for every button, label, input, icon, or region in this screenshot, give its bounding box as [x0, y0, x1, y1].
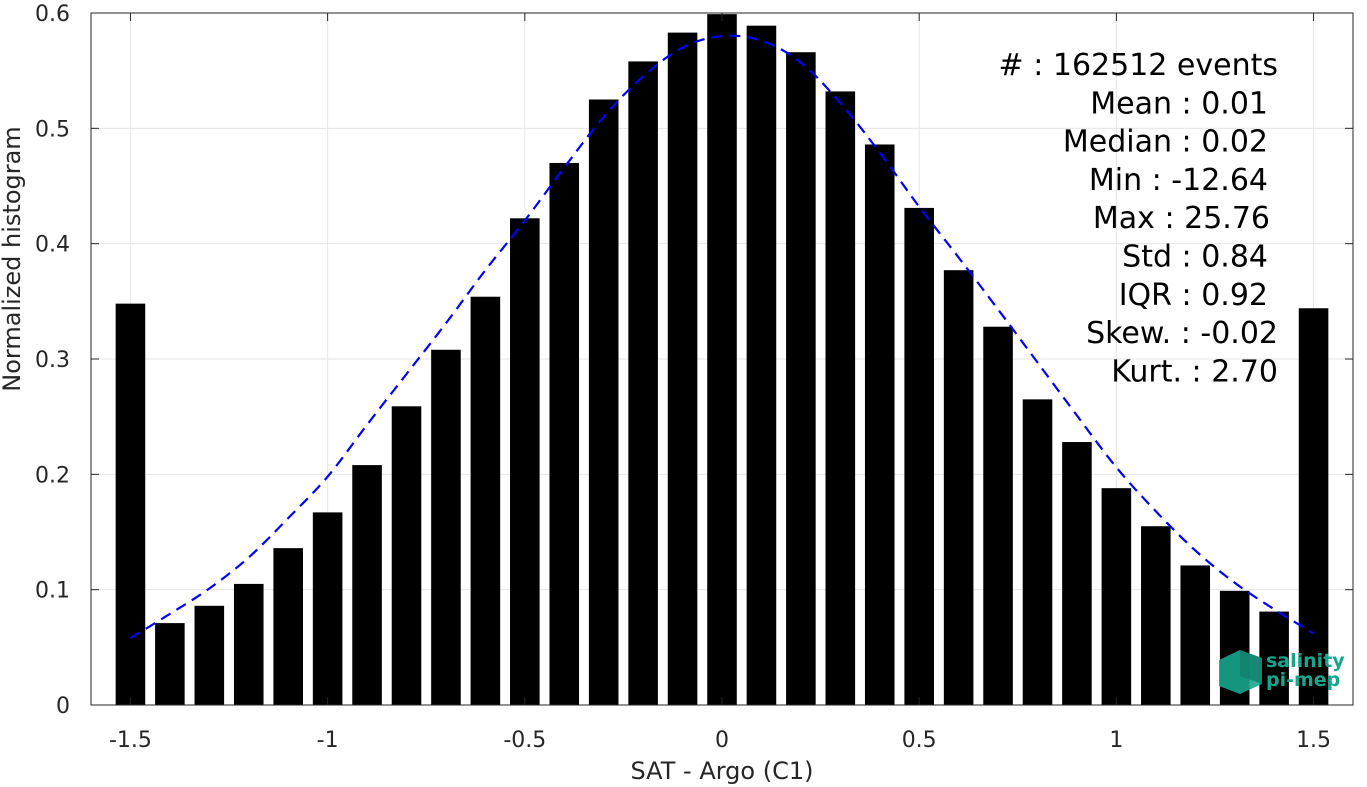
stat-label: Mean : [1090, 86, 1201, 121]
stat-line: Kurt. : 2.70 [1111, 354, 1278, 389]
histogram-bar [1298, 308, 1329, 705]
y-tick-label: 0.2 [35, 463, 70, 488]
y-tick-label: 0.6 [35, 2, 70, 27]
stat-value: 0.84 [1201, 240, 1268, 275]
stat-line: Median : 0.02 [1063, 125, 1268, 160]
logo-line2: pi-mep [1266, 669, 1340, 691]
stat-line: Skew. : -0.02 [1086, 316, 1278, 351]
stat-label: Median : [1063, 125, 1201, 160]
histogram-bar [194, 605, 225, 705]
stat-label: IQR : [1119, 278, 1202, 313]
histogram-bar [786, 52, 816, 706]
histogram-bar [1062, 442, 1092, 705]
stat-label: Skew. : [1086, 316, 1200, 351]
histogram-bar [1180, 565, 1211, 705]
stat-value: -12.64 [1171, 163, 1268, 198]
histogram-bars [115, 14, 1329, 706]
x-tick-label: 0.5 [902, 728, 937, 753]
stat-value: -0.02 [1200, 316, 1278, 351]
logo-cube-face-icon [1240, 650, 1262, 684]
stat-value: 162512 events [1053, 48, 1278, 83]
logo-line1: salinity [1266, 650, 1345, 672]
salinity-pi-mep-logo: salinity pi-mep [1219, 650, 1345, 694]
stat-line: Std : 0.84 [1122, 240, 1268, 275]
histogram-bar [1259, 611, 1289, 705]
histogram-bar [904, 207, 934, 705]
stat-value: 0.92 [1201, 278, 1268, 313]
histogram-bar [1022, 399, 1053, 705]
x-tick-label: -0.5 [503, 728, 546, 753]
stat-value: 2.70 [1211, 354, 1278, 389]
gaussian-fit-line [129, 34, 1315, 640]
stat-label: Max : [1093, 201, 1184, 236]
y-tick-label: 0.4 [35, 233, 70, 258]
histogram-bar [549, 162, 580, 705]
stat-label: Min : [1089, 163, 1171, 198]
histogram-bar [510, 218, 540, 705]
stat-line: Min : -12.64 [1089, 163, 1268, 198]
stat-line: IQR : 0.92 [1119, 278, 1268, 313]
histogram-bar [628, 61, 658, 705]
stat-value: 25.76 [1184, 201, 1270, 236]
y-axis-label: Normalized histogram [0, 126, 26, 391]
gaussian-fit [129, 34, 1315, 640]
x-tick-label: 1.5 [1296, 728, 1331, 753]
histogram-bar [864, 144, 895, 706]
x-tick-label: -1.5 [109, 728, 152, 753]
histogram-bar [391, 406, 422, 705]
histogram-bar [352, 465, 382, 705]
stat-label: Std : [1122, 240, 1201, 275]
histogram-bar [983, 326, 1013, 705]
x-tick-label: 1 [1109, 728, 1123, 753]
histogram-bar [588, 99, 619, 705]
histogram-bar [943, 270, 974, 705]
stat-line: Max : 25.76 [1093, 201, 1270, 236]
histogram-bar [707, 14, 737, 706]
histogram-bar [470, 296, 501, 705]
axis-ticks: -1.5 -1 -0.5 0 0.5 1 1.5 0 0.1 0.2 0.3 0.4 0.5 0.6 [35, 2, 1353, 753]
x-tick-label: -1 [317, 728, 339, 753]
y-tick-label: 0.1 [35, 579, 70, 604]
stat-value: 0.01 [1201, 86, 1268, 121]
histogram-bar [825, 91, 856, 706]
y-tick-label: 0 [56, 694, 70, 719]
histogram-bar [273, 548, 303, 705]
x-tick-label: 0 [715, 728, 729, 753]
histogram-bar [312, 512, 343, 705]
stat-value: 0.02 [1201, 125, 1268, 160]
histogram-bar [1141, 526, 1171, 705]
y-tick-label: 0.3 [35, 348, 70, 373]
y-tick-label: 0.5 [35, 117, 70, 142]
histogram-bar [667, 32, 698, 705]
stat-line: # : 162512 events [999, 48, 1278, 83]
histogram-bar [431, 349, 461, 705]
histogram-bar [746, 25, 777, 706]
histogram-bar [115, 303, 146, 705]
stat-line: Mean : 0.01 [1090, 86, 1268, 121]
histogram-bar [155, 623, 185, 705]
stat-label: Kurt. : [1111, 354, 1211, 389]
histogram-bar [233, 583, 264, 705]
x-axis-label: SAT - Argo (C1) [631, 757, 814, 785]
stat-label: # : [999, 48, 1053, 83]
histogram-bar [1101, 488, 1132, 705]
